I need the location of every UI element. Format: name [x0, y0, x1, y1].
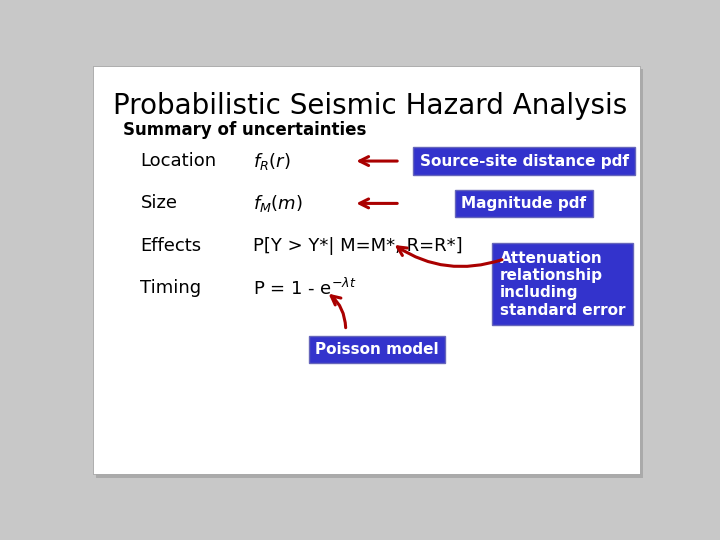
- Text: P[Y > Y*| M=M*, R=R*]: P[Y > Y*| M=M*, R=R*]: [253, 237, 462, 255]
- FancyBboxPatch shape: [96, 70, 644, 477]
- Text: Effects: Effects: [140, 237, 202, 255]
- Text: Attenuation
relationship
including
standard error: Attenuation relationship including stand…: [500, 251, 626, 318]
- Text: Location: Location: [140, 152, 217, 170]
- Text: $f_R(r)$: $f_R(r)$: [253, 151, 290, 172]
- Text: P = 1 - e$^{-\lambda t}$: P = 1 - e$^{-\lambda t}$: [253, 278, 356, 299]
- FancyBboxPatch shape: [93, 66, 640, 475]
- Text: Timing: Timing: [140, 279, 202, 297]
- Text: Source-site distance pdf: Source-site distance pdf: [420, 153, 629, 168]
- Text: $f_M(m)$: $f_M(m)$: [253, 193, 302, 214]
- Text: Magnitude pdf: Magnitude pdf: [462, 196, 587, 211]
- Text: Size: Size: [140, 194, 177, 212]
- Text: Summary of uncertainties: Summary of uncertainties: [122, 121, 366, 139]
- Text: Probabilistic Seismic Hazard Analysis: Probabilistic Seismic Hazard Analysis: [113, 92, 628, 120]
- Text: Poisson model: Poisson model: [315, 342, 438, 357]
